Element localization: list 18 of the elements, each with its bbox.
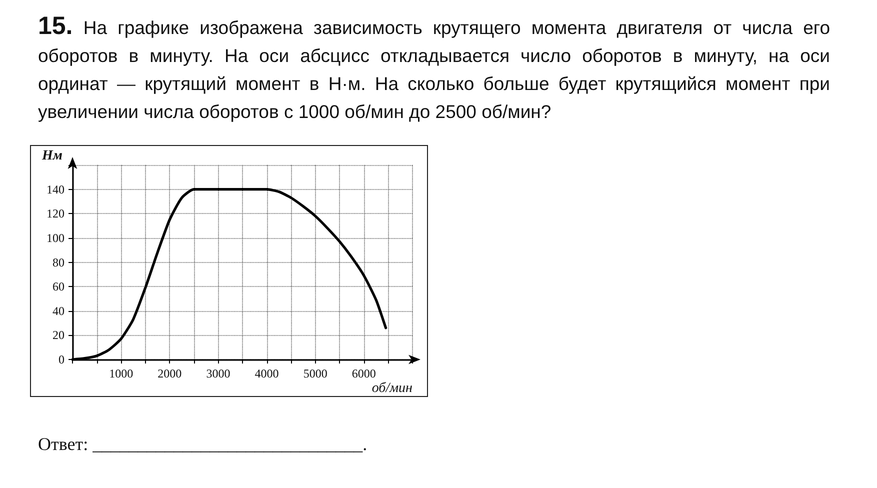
y-tick-label: 100 [46, 230, 64, 245]
y-tick-label: 140 [46, 182, 64, 196]
x-tick-label: 3000 [206, 366, 230, 380]
x-axis-title: об/мин [372, 381, 413, 396]
y-tick-label: 60 [52, 280, 64, 294]
y-tick-label: 20 [52, 328, 64, 342]
y-axis-title: Нм [41, 148, 63, 164]
y-tick-label: 0 [58, 352, 64, 366]
text: Ответ: ______________________________. [38, 434, 368, 455]
x-tick-label: 6000 [352, 366, 376, 380]
y-tick-label: 40 [52, 304, 64, 318]
chart-title: 15. На графике изображена зависимость крутящего момента двигателя от числа его оборотов в минуту. На оси абсцисс откладывается число оборотов в минуту, на оси ординат — крутящий момент в Н·м. На сколько больше будет крутящийся момент при увеличении числа оборотов с 1000 об/мин до 2500 об/мин? [38, 12, 830, 124]
x-tick-label: 4000 [254, 366, 279, 380]
x-tick-label: 2000 [158, 366, 182, 380]
y-tick-label: 120 [46, 206, 64, 221]
x-tick-label: 5000 [303, 366, 328, 380]
y-tick-label: 80 [52, 255, 64, 270]
x-tick-label: 1000 [109, 366, 134, 380]
